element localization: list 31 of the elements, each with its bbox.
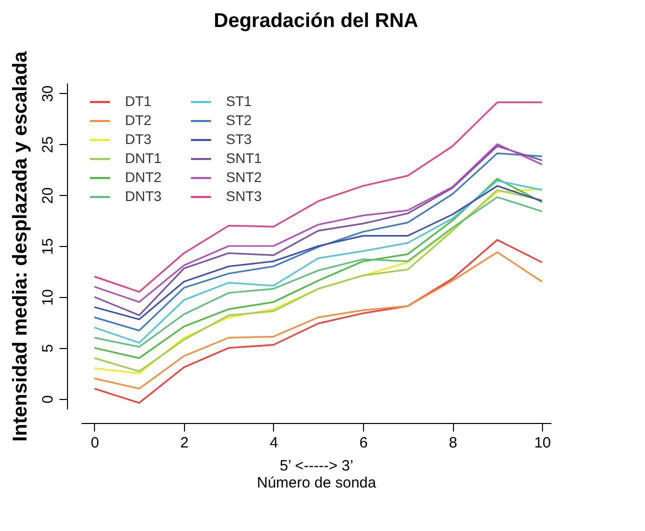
x-axis-title: 5’ <-----> 3’ Número de sonda <box>256 458 377 492</box>
line-series <box>94 239 543 404</box>
line-series <box>94 185 543 320</box>
y-tick-label: 5 <box>40 344 56 353</box>
y-axis-title: Intensidad media: desplazada y escalada <box>10 50 32 442</box>
legend-label: SNT2 <box>226 169 262 185</box>
x-tick-label: 0 <box>90 434 100 452</box>
legend-label: DNT1 <box>125 150 162 166</box>
y-tick-label: 15 <box>40 238 56 255</box>
legend-label: DT3 <box>125 131 152 147</box>
legend-label: DT2 <box>125 112 152 128</box>
legend-label: ST2 <box>226 112 252 128</box>
y-tick-label: 30 <box>40 85 56 102</box>
y-tick-label: 10 <box>40 289 56 306</box>
legend-label: SNT1 <box>226 150 262 166</box>
x-tick-label: 2 <box>180 434 189 452</box>
x-tick-label: 8 <box>448 434 458 452</box>
y-tick-label: 25 <box>40 136 56 153</box>
legend-label: SNT3 <box>226 188 262 204</box>
y-tick-label: 0 <box>40 395 56 404</box>
legend-label: ST1 <box>226 93 252 109</box>
legend-label: DNT2 <box>125 169 162 185</box>
x-tick-label: 4 <box>270 434 278 452</box>
chart-title: Degradación del RNA <box>214 10 418 32</box>
x-tick-label: 10 <box>534 434 551 452</box>
legend-label: ST3 <box>226 131 252 147</box>
legend-label: DNT3 <box>125 188 162 204</box>
legend-label: DT1 <box>125 93 152 109</box>
y-tick-label: 20 <box>40 187 56 204</box>
line-series <box>94 251 543 390</box>
x-tick-label: 6 <box>359 434 368 452</box>
